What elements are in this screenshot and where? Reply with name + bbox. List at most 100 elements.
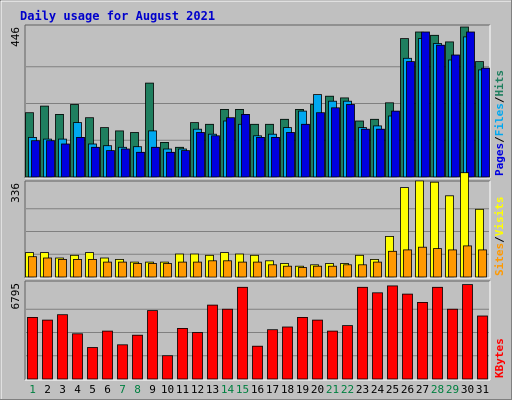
y-max-label: 446 (9, 27, 22, 47)
side-label-part: Files (493, 103, 506, 136)
bar-pages-day-13 (211, 135, 220, 178)
bar-sites-day-23 (358, 264, 367, 278)
bar-kbytes-day-18 (282, 326, 293, 380)
bar-sites-day-25 (388, 250, 397, 278)
bar-sites-day-16 (253, 261, 262, 278)
x-tick-label-day-1: 1 (29, 383, 36, 396)
side-label-part: Hits (493, 70, 506, 97)
bar-sites-day-6 (103, 261, 112, 278)
bar-kbytes-day-10 (162, 355, 173, 380)
bar-pages-day-31 (481, 67, 490, 178)
x-tick-label-day-26: 26 (401, 383, 414, 396)
y-max-label: 6795 (9, 283, 22, 310)
side-label: Sites/Visits (493, 197, 506, 277)
x-tick-label-day-17: 17 (266, 383, 279, 396)
bar-sites-day-12 (193, 261, 202, 278)
bar-pages-day-1 (31, 140, 40, 178)
bar-pages-day-20 (316, 112, 325, 178)
bar-kbytes-day-2 (42, 319, 53, 380)
x-tick-label-day-23: 23 (356, 383, 369, 396)
bar-pages-day-9 (151, 146, 160, 178)
bar-pages-day-30 (466, 31, 475, 178)
bar-kbytes-day-28 (432, 286, 443, 380)
bar-pages-day-8 (136, 151, 145, 178)
bar-kbytes-day-26 (402, 293, 413, 380)
x-tick-label-day-16: 16 (251, 383, 264, 396)
x-tick-label-day-3: 3 (59, 383, 66, 396)
x-tick-label-day-6: 6 (104, 383, 111, 396)
bar-pages-day-6 (106, 150, 115, 178)
bar-sites-day-4 (73, 258, 82, 278)
bar-sites-day-20 (313, 265, 322, 278)
bar-kbytes-day-9 (147, 310, 158, 380)
bar-sites-day-22 (343, 264, 352, 278)
bar-sites-day-14 (223, 260, 232, 278)
bar-pages-day-29 (451, 54, 460, 178)
bar-kbytes-day-6 (102, 330, 113, 380)
side-label-part: Sites (493, 243, 506, 276)
series-sites (28, 245, 487, 278)
bar-pages-day-5 (91, 146, 100, 178)
side-label-part: / (493, 236, 506, 243)
x-tick-label-day-9: 9 (149, 383, 156, 396)
x-tick-label-day-15: 15 (236, 383, 249, 396)
bar-sites-day-9 (148, 263, 157, 278)
bar-kbytes-day-7 (117, 344, 128, 380)
bar-kbytes-day-29 (447, 308, 458, 380)
bar-kbytes-day-15 (237, 286, 248, 380)
bar-sites-day-8 (133, 263, 142, 278)
bar-kbytes-day-19 (297, 316, 308, 380)
bar-sites-day-2 (43, 257, 52, 278)
series-pages (31, 31, 490, 178)
bar-kbytes-day-25 (387, 285, 398, 380)
panel-visits-sites: 336 Sites/Visits (9, 172, 506, 279)
x-tick-label-day-18: 18 (281, 383, 294, 396)
x-tick-label-day-10: 10 (161, 383, 174, 396)
bar-kbytes-day-11 (177, 327, 188, 380)
bar-kbytes-day-8 (132, 334, 143, 380)
panel-kbytes: 6795 KBytes (9, 280, 506, 381)
x-tick-label-day-8: 8 (134, 383, 141, 396)
bar-sites-day-31 (478, 249, 487, 278)
bar-sites-day-30 (463, 245, 472, 278)
side-label: Pages/Files/Hits (493, 70, 506, 176)
bar-sites-day-18 (283, 265, 292, 278)
bar-pages-day-19 (301, 123, 310, 178)
bar-sites-day-15 (238, 261, 247, 278)
bar-kbytes-day-12 (192, 332, 203, 380)
side-label-part: Visits (493, 197, 506, 237)
bar-sites-day-10 (163, 263, 172, 278)
bar-kbytes-day-4 (72, 333, 83, 380)
x-tick-label-day-11: 11 (176, 383, 189, 396)
bar-pages-day-25 (391, 110, 400, 178)
bar-sites-day-7 (118, 261, 127, 278)
bar-kbytes-day-27 (417, 301, 428, 380)
bar-sites-day-1 (28, 256, 37, 278)
bar-pages-day-14 (226, 117, 235, 178)
bar-pages-day-3 (61, 143, 70, 178)
bar-pages-day-4 (76, 136, 85, 178)
chart-title: Daily usage for August 2021 (20, 9, 215, 23)
x-tick-label-day-22: 22 (341, 383, 354, 396)
bar-kbytes-day-22 (342, 325, 353, 380)
side-label-part: / (493, 96, 506, 103)
bar-kbytes-day-1 (27, 316, 38, 380)
side-label-part: / (493, 136, 506, 143)
bar-pages-day-26 (406, 61, 415, 178)
bar-kbytes-day-13 (207, 304, 218, 380)
bar-sites-day-27 (418, 246, 427, 278)
x-tick-label-day-28: 28 (431, 383, 444, 396)
x-tick-label-day-21: 21 (326, 383, 339, 396)
bar-sites-day-24 (373, 261, 382, 278)
bar-sites-day-13 (208, 260, 217, 278)
bar-pages-day-11 (181, 150, 190, 178)
x-tick-label-day-5: 5 (89, 383, 96, 396)
bar-pages-day-21 (331, 107, 340, 178)
bar-pages-day-24 (376, 128, 385, 178)
bar-kbytes-day-20 (312, 319, 323, 380)
panel-hits-files-pages: 446 Pages/Files/Hits (9, 24, 506, 179)
bar-sites-day-17 (268, 264, 277, 278)
bar-kbytes-day-3 (57, 314, 68, 380)
bar-sites-day-26 (403, 249, 412, 278)
